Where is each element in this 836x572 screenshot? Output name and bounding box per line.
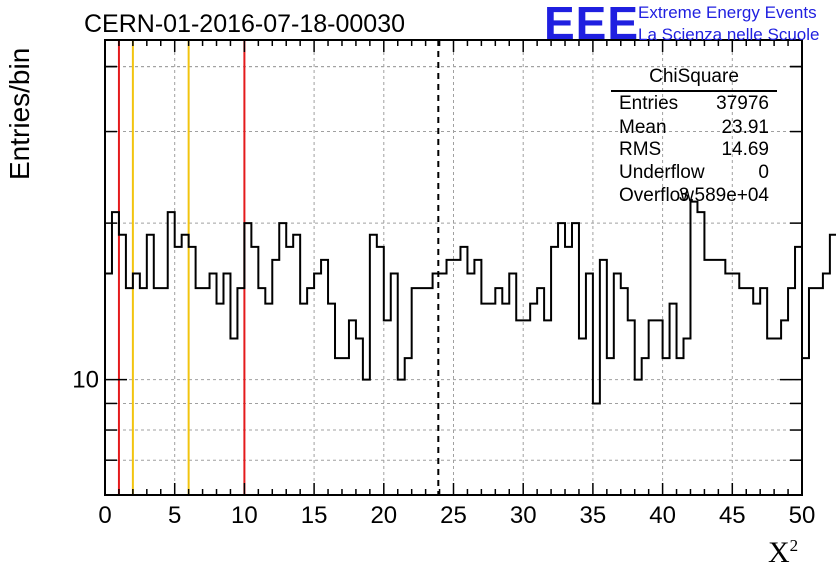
y-tick-labels: 10 [72, 367, 99, 394]
stats-row-underflow: Underflow 0 [619, 162, 769, 184]
x-tick-label: 15 [301, 502, 328, 529]
stats-box: ChiSquare Entries 37976 Mean 23.91 RMS 1… [611, 62, 777, 206]
eee-logo: EEE [544, 0, 640, 49]
x-tick-label: 50 [789, 502, 816, 529]
x-tick-label: 20 [370, 502, 397, 529]
y-axis-label: Entries/bin [4, 47, 35, 180]
stats-value: 14.69 [721, 139, 769, 160]
stats-key: Mean [619, 117, 667, 138]
logo-line-2: La Scienza nelle Scuole [638, 25, 820, 44]
stats-row-rms: RMS 14.69 [619, 139, 769, 161]
stats-value: 23.91 [721, 117, 769, 138]
x-tick-labels: 0 5 10 15 20 25 30 35 40 45 50 [98, 502, 815, 529]
logo-line-1: Extreme Energy Events [638, 3, 817, 22]
x-tick-label: 25 [440, 502, 467, 529]
x-axis-label-text: X [768, 536, 790, 569]
stats-value: 0 [758, 162, 769, 183]
stats-key: Underflow [619, 162, 705, 183]
stats-title: ChiSquare [649, 66, 739, 87]
stats-key: Overflow [619, 185, 694, 206]
chart-title: CERN-01-2016-07-18-00030 [84, 10, 406, 38]
x-tick-label: 30 [510, 502, 537, 529]
x-tick-label: 5 [168, 502, 181, 529]
x-tick-label: 10 [231, 502, 258, 529]
x-tick-label: 40 [649, 502, 676, 529]
x-tick-label: 0 [98, 502, 111, 529]
stats-row-overflow: Overflow 3.589e+04 [619, 185, 769, 207]
y-tick-label: 10 [72, 367, 99, 394]
x-axis-label-superscript: 2 [789, 536, 799, 555]
axis-ticks [104, 40, 803, 496]
stats-divider [611, 90, 777, 92]
stats-value: 3.589e+04 [678, 185, 769, 206]
histogram-line [105, 200, 836, 405]
x-tick-label: 35 [580, 502, 607, 529]
x-tick-label: 45 [719, 502, 746, 529]
stats-row-mean: Mean 23.91 [619, 117, 769, 139]
stats-value: 37976 [716, 93, 769, 114]
stats-row-entries: Entries 37976 [619, 93, 769, 115]
stats-key: Entries [619, 93, 679, 114]
x-axis-label: X2 [768, 536, 798, 570]
stats-key: RMS [619, 139, 662, 160]
